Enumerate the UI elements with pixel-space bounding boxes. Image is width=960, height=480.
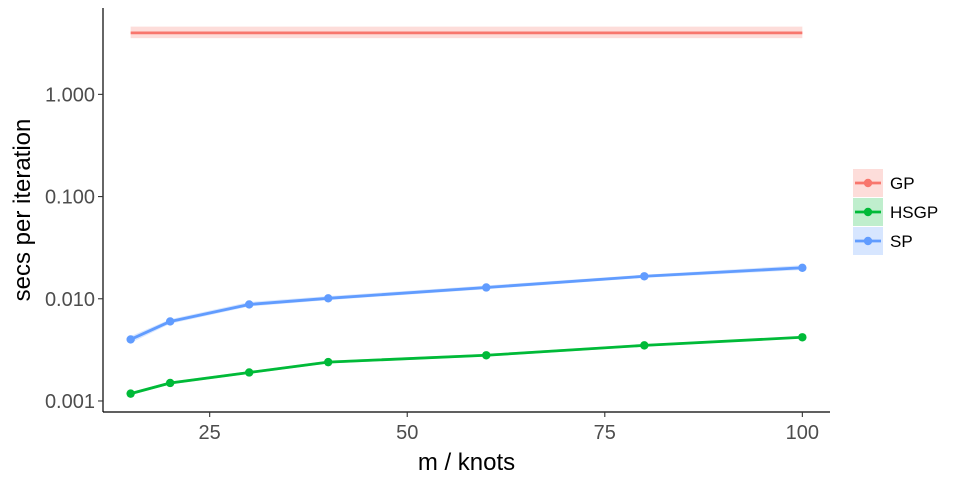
point-hsgp [165, 378, 175, 388]
point-layer [126, 263, 807, 398]
point-sp [640, 272, 649, 281]
point-hsgp [640, 341, 649, 350]
ribbon-sp [130, 265, 803, 343]
legend: GP HSGP SP [853, 169, 938, 255]
y-tick-label: 1.000 [45, 84, 95, 106]
ribbon-layer [130, 26, 803, 396]
point-sp [244, 300, 254, 309]
point-sp [324, 294, 333, 303]
legend-point-hsgp [863, 207, 873, 217]
point-sp [126, 335, 135, 344]
y-tick-label: 0.010 [45, 289, 95, 311]
point-hsgp [798, 333, 807, 342]
x-tick-label: 50 [396, 422, 418, 444]
y-ticks: 0.001 0.010 0.100 1.000 [45, 84, 103, 413]
point-sp [165, 317, 175, 326]
x-tick-label: 75 [594, 422, 616, 444]
line-sp [130, 266, 803, 341]
legend-label-hsgp: HSGP [890, 203, 938, 222]
legend-label-gp: GP [890, 174, 915, 193]
x-tick-label: 100 [786, 422, 819, 444]
x-tick-label: 25 [199, 422, 221, 444]
legend-point-gp [863, 178, 873, 188]
y-tick-label: 0.100 [45, 187, 95, 209]
y-tick-label: 0.001 [45, 391, 95, 413]
point-hsgp [126, 389, 135, 398]
x-ticks: 25 50 75 100 [199, 412, 819, 444]
legend-label-sp: SP [890, 232, 913, 251]
point-sp [482, 283, 491, 292]
ribbon-hsgp [130, 336, 803, 396]
line-hsgp [130, 335, 803, 395]
point-hsgp [324, 357, 333, 367]
x-axis-title: m / knots [418, 449, 515, 476]
line-layer [130, 31, 803, 395]
axes [102, 8, 830, 413]
point-hsgp [482, 351, 491, 360]
legend-point-sp [863, 236, 873, 246]
point-hsgp [244, 368, 254, 377]
y-axis-title: secs per iteration [9, 119, 36, 302]
point-sp [798, 263, 807, 272]
